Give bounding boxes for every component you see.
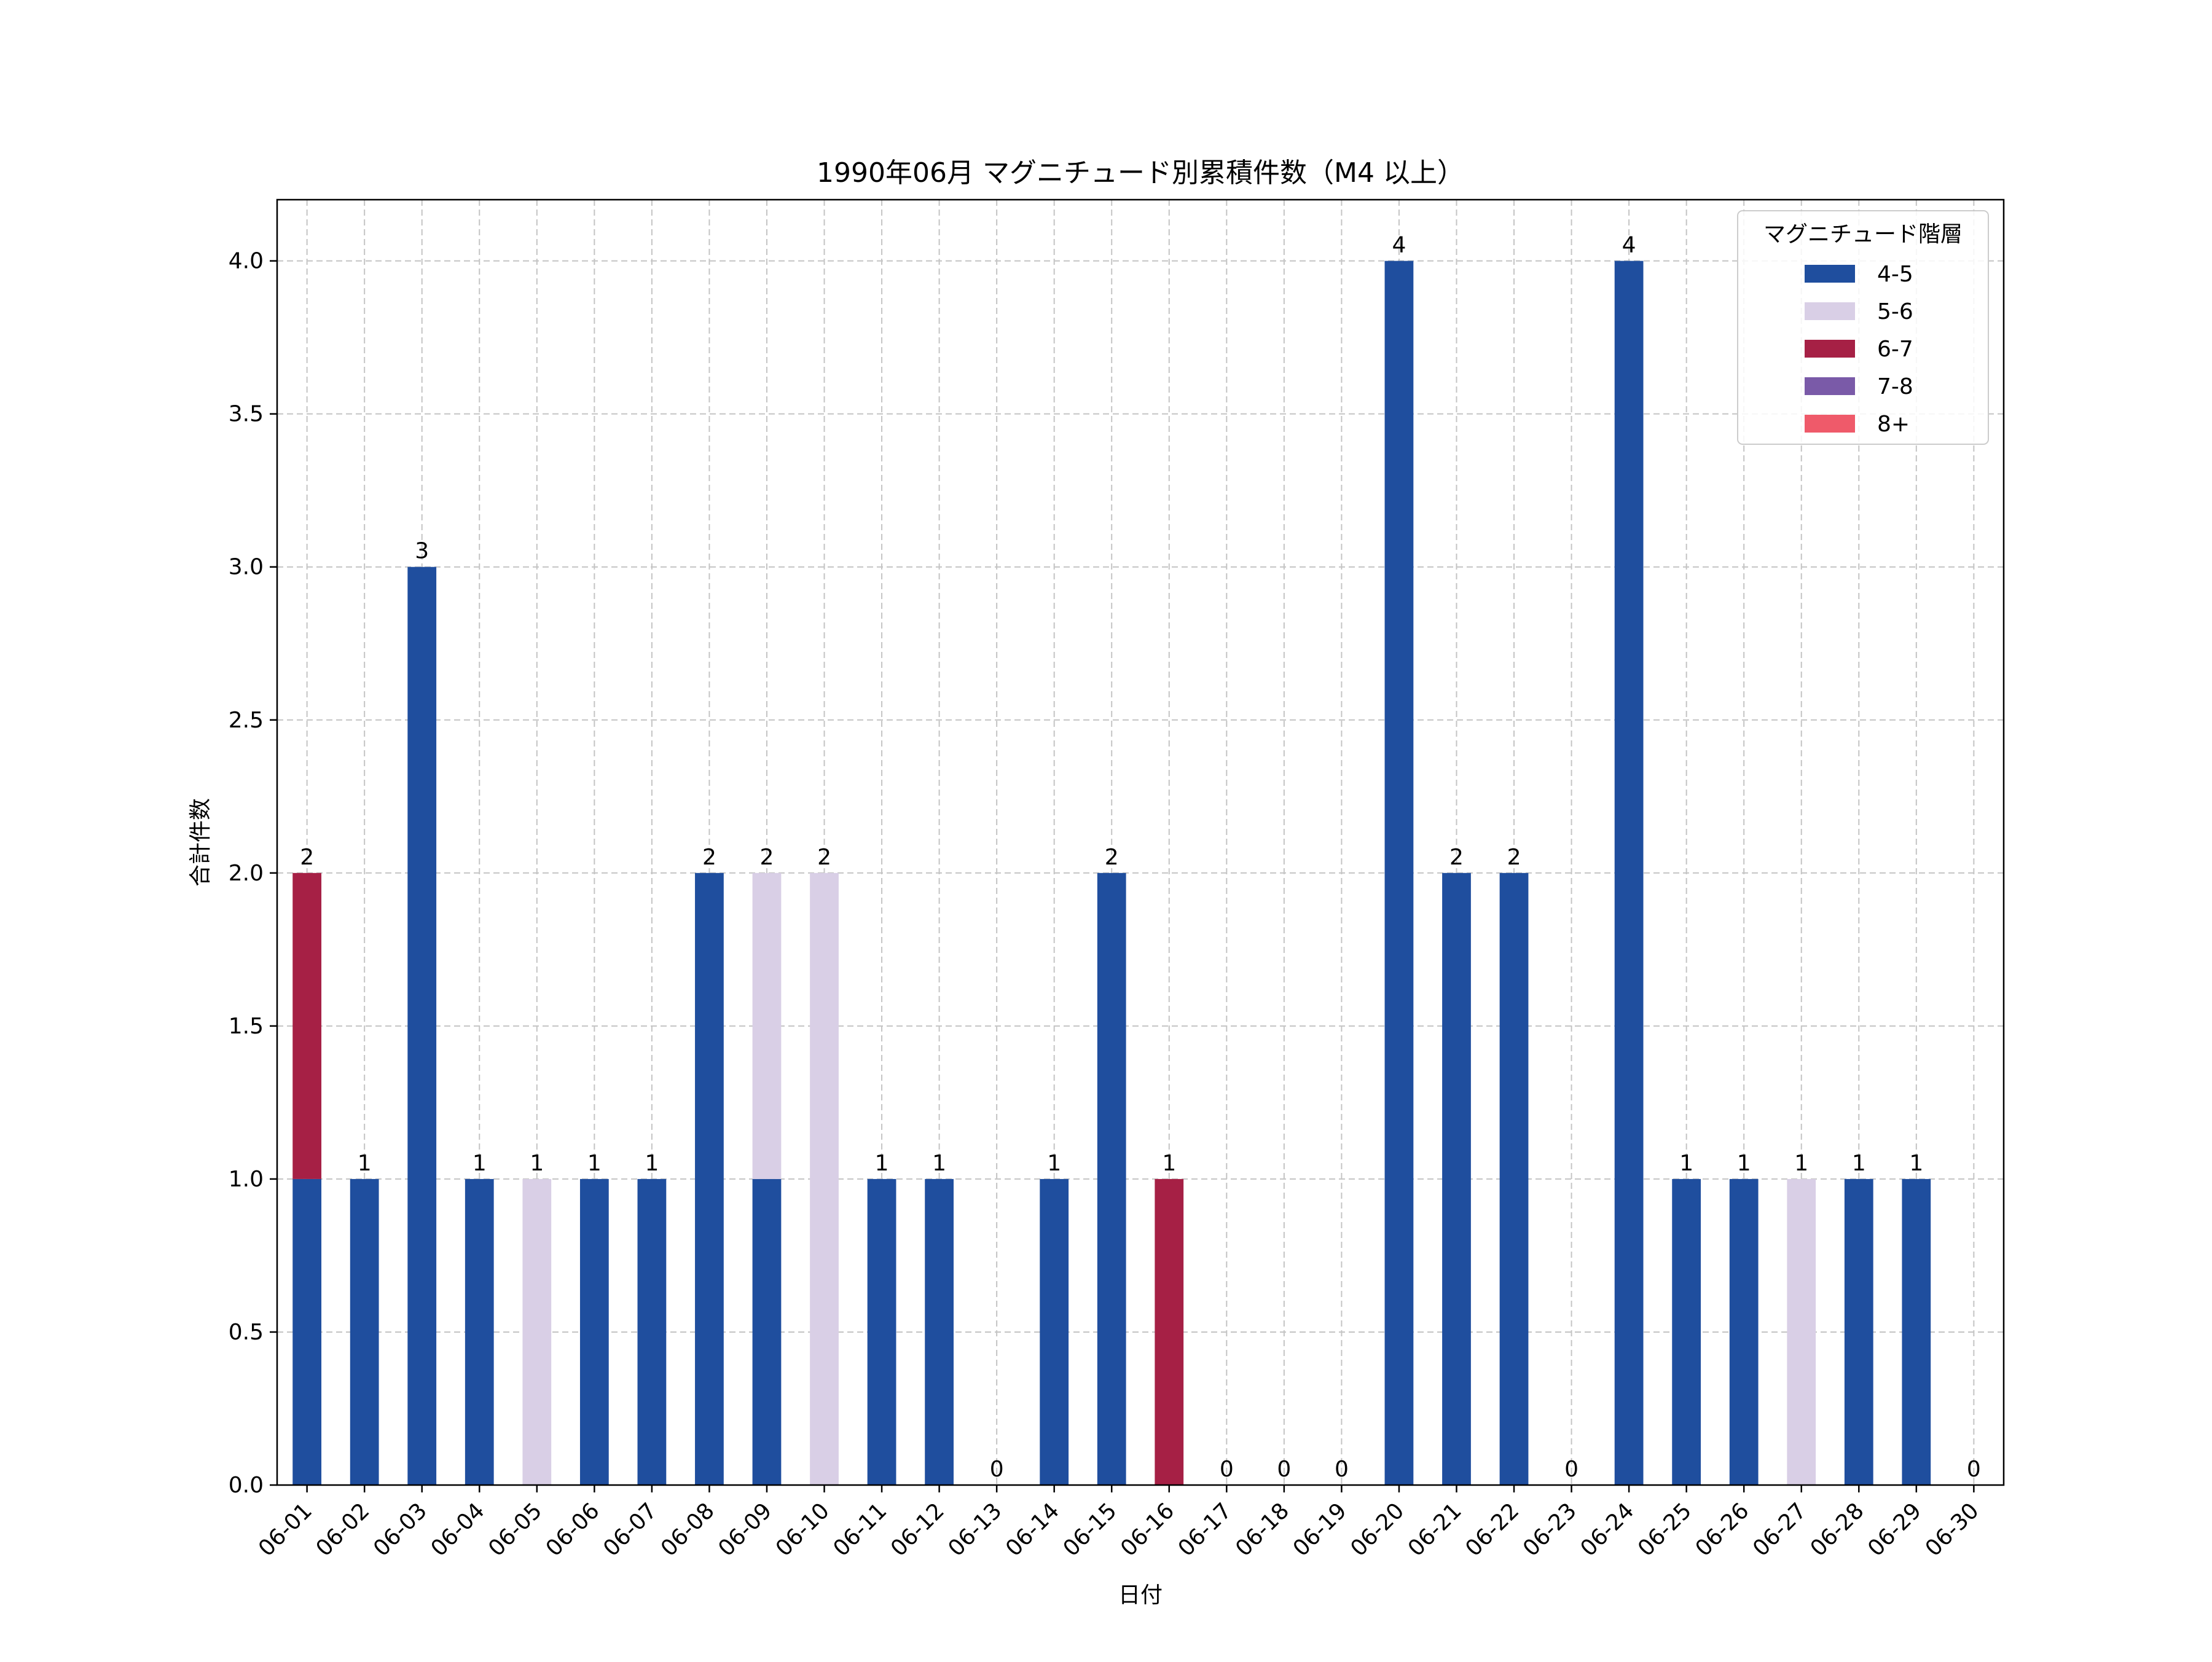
bar-total-label: 2: [817, 845, 831, 870]
bar-06-04-4-5: [465, 1178, 494, 1485]
bar-06-09-5-6: [752, 872, 782, 1179]
legend-swatch-8+: [1805, 415, 1855, 433]
legend-label: 4-5: [1877, 262, 1913, 287]
bar-06-25-4-5: [1672, 1178, 1701, 1485]
bar-06-07-4-5: [637, 1178, 667, 1485]
bar-06-28-4-5: [1844, 1178, 1873, 1485]
bar-06-24-4-5: [1614, 261, 1644, 1486]
bar-06-29-4-5: [1902, 1178, 1931, 1485]
legend-swatch-5-6: [1805, 302, 1855, 320]
bar-total-label: 0: [1335, 1457, 1349, 1482]
legend-swatch-4-5: [1805, 265, 1855, 283]
bar-total-label: 1: [1909, 1151, 1923, 1176]
bar-total-label: 2: [1507, 845, 1521, 870]
y-axis: 0.0 0.5 1.0 1.5 2.0 2.5 3.0 3.5 4.0: [229, 249, 277, 1498]
y-tick-label: 2.0: [229, 861, 264, 886]
legend-label: 7-8: [1877, 374, 1913, 399]
legend-label: 8+: [1877, 412, 1910, 437]
bar-06-01-6-7: [292, 872, 322, 1179]
plot-frame: [276, 198, 2005, 1486]
bar-total-label: 1: [530, 1151, 544, 1176]
bar-total-label: 1: [1679, 1151, 1693, 1176]
legend-label: 5-6: [1877, 299, 1913, 324]
bar-total-label: 4: [1622, 233, 1636, 258]
bar-total-label: 1: [1737, 1151, 1751, 1176]
bar-06-09-4-5: [752, 1178, 782, 1485]
legend-label: 6-7: [1877, 337, 1913, 362]
bar-total-label: 4: [1392, 233, 1406, 258]
y-tick-label: 0.5: [229, 1320, 264, 1345]
bar-total-label: 1: [1162, 1151, 1176, 1176]
bar-total-label: 2: [702, 845, 716, 870]
y-tick-label: 0.0: [229, 1473, 264, 1498]
bar-total-label: 3: [415, 539, 429, 564]
legend-swatch-6-7: [1805, 340, 1855, 358]
bar-06-16-6-7: [1155, 1178, 1184, 1485]
bar-06-08-4-5: [695, 872, 724, 1485]
bar-total-label: 0: [990, 1457, 1004, 1482]
bar-06-03-4-5: [407, 566, 437, 1485]
bar-total-label: 0: [1277, 1457, 1291, 1482]
bar-total-label: 1: [1047, 1151, 1061, 1176]
bar-06-02-4-5: [350, 1178, 379, 1485]
bar-06-20-4-5: [1384, 261, 1414, 1486]
bar-total-label: 1: [358, 1151, 372, 1176]
y-tick-label: 1.5: [229, 1014, 264, 1039]
bar-06-21-4-5: [1442, 872, 1471, 1485]
bar-total-label: 1: [1794, 1151, 1808, 1176]
grid-lines: [277, 200, 2004, 1486]
bar-total-label: 2: [760, 845, 774, 870]
bar-total-label: 2: [300, 845, 314, 870]
bar-total-label: 1: [645, 1151, 659, 1176]
chart-title: 1990年06月 マグニチュード別累積件数（M4 以上）: [817, 157, 1464, 189]
y-tick-label: 2.5: [229, 708, 264, 733]
legend-title: マグニチュード階層: [1763, 222, 1963, 247]
bar-06-14-4-5: [1040, 1178, 1069, 1485]
legend-items: 4-5 5-6 6-7 7-8 8+: [1805, 262, 1913, 437]
bar-total-label: 1: [473, 1151, 487, 1176]
x-axis-label: 日付: [1118, 1583, 1163, 1608]
bar-total-label: 1: [1852, 1151, 1866, 1176]
bar-06-26-4-5: [1729, 1178, 1759, 1485]
legend: マグニチュード階層 4-5 5-6 6-7 7-8 8+: [1737, 210, 1989, 445]
bar-total-labels: 2 1 3 1 1 1 1 2 2 2 1 1 0 1 2 1 0 0 0 4 2 2 0 4 1 1 1 1 1 0: [300, 233, 1981, 1482]
y-tick-label: 4.0: [229, 249, 264, 274]
legend-swatch-7-8: [1805, 377, 1855, 395]
bar-total-label: 1: [875, 1151, 889, 1176]
bar-06-11-4-5: [867, 1178, 896, 1485]
y-axis-label: 合計件数: [188, 798, 213, 887]
y-tick-label: 3.5: [229, 402, 264, 427]
bar-total-label: 0: [1220, 1457, 1234, 1482]
bars: [292, 261, 1931, 1486]
bar-total-label: 0: [1967, 1457, 1981, 1482]
bar-total-label: 2: [1105, 845, 1119, 870]
bar-total-label: 1: [587, 1151, 602, 1176]
bar-06-12-4-5: [925, 1178, 954, 1485]
bar-06-27-5-6: [1787, 1178, 1816, 1485]
bar-06-05-5-6: [522, 1178, 552, 1485]
bar-06-10-5-6: [810, 872, 839, 1485]
legend-frame: [1737, 210, 1989, 445]
bar-total-label: 1: [932, 1151, 946, 1176]
bar-06-06-4-5: [579, 1178, 609, 1485]
bar-total-label: 2: [1449, 845, 1464, 870]
bar-total-label: 0: [1564, 1457, 1579, 1482]
y-tick-label: 3.0: [229, 555, 264, 580]
bar-06-01-4-5: [292, 1178, 322, 1485]
bar-06-15-4-5: [1097, 872, 1126, 1485]
y-tick-label: 1.0: [229, 1167, 264, 1192]
bar-06-22-4-5: [1499, 872, 1529, 1485]
